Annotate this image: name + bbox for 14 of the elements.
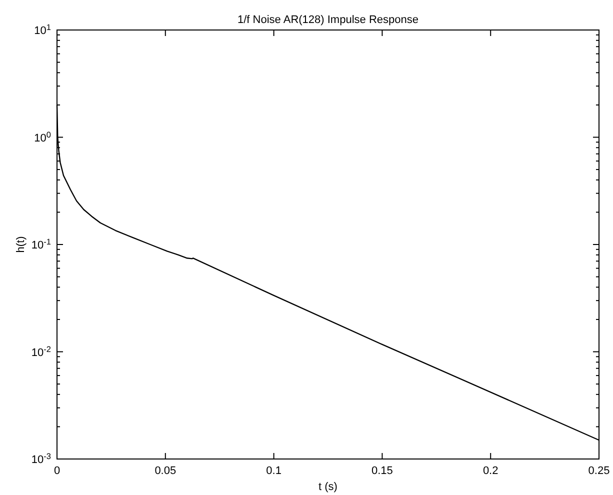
y-tick-label: 10$^{-3}$ bbox=[31, 452, 52, 466]
x-tick-label: 0.05 bbox=[154, 465, 176, 477]
y-tick-label: 10$^{1}$ bbox=[34, 22, 52, 37]
x-tick-label: 0.1 bbox=[266, 465, 282, 477]
y-tick-label: 10$^{-1}$ bbox=[31, 237, 52, 252]
y-tick-label: 10$^{-2}$ bbox=[31, 344, 52, 359]
y-axis-title: h(t) bbox=[15, 236, 27, 253]
x-axis-title: t (s) bbox=[318, 481, 338, 493]
chart-title: 1/f Noise AR(128) Impulse Response bbox=[238, 14, 418, 26]
x-tick-label: 0.25 bbox=[588, 465, 610, 477]
x-tick-label: 0.15 bbox=[371, 465, 393, 477]
x-tick-label: 0.2 bbox=[482, 465, 498, 477]
x-tick-label: 0 bbox=[54, 465, 60, 477]
y-tick-label: 10$^{0}$ bbox=[34, 130, 52, 144]
